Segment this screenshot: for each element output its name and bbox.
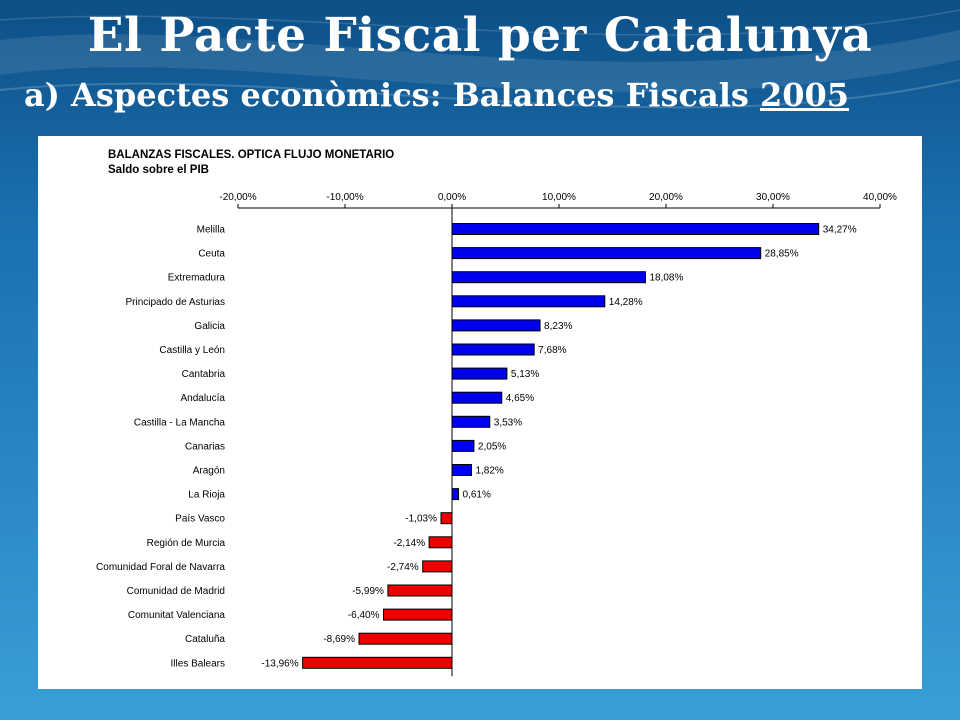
bar — [451, 319, 541, 332]
x-tick-label: 10,00% — [542, 192, 576, 203]
subtitle-year: 2005 — [760, 76, 850, 114]
category-label: Castilla y León — [159, 345, 225, 356]
category-label: Castilla - La Mancha — [134, 417, 226, 428]
value-label: 3,53% — [494, 417, 522, 428]
x-tick-label: -10,00% — [326, 192, 363, 203]
value-label: -2,74% — [387, 562, 419, 573]
value-label: 4,65% — [506, 393, 534, 404]
value-label: 34,27% — [823, 225, 857, 236]
category-label: Cataluña — [185, 634, 225, 645]
category-label: La Rioja — [188, 490, 225, 501]
bar — [451, 223, 820, 235]
bar — [451, 367, 508, 380]
value-label: 7,68% — [538, 345, 566, 356]
bar — [451, 295, 606, 308]
bar — [451, 464, 472, 476]
value-label: 0,61% — [463, 490, 491, 501]
bar — [451, 247, 762, 260]
category-label: Principado de Asturias — [125, 297, 225, 308]
x-tick-label: 40,00% — [863, 192, 897, 203]
x-tick-label: 20,00% — [649, 192, 683, 203]
category-label: Andalucía — [181, 393, 226, 404]
value-label: 2,05% — [478, 441, 506, 452]
slide-title: El Pacte Fiscal per Catalunya — [87, 8, 873, 63]
bar — [451, 343, 535, 356]
bars: Melilla 34,27% Ceuta 28,85% Extremadura 18,08… — [96, 223, 857, 669]
category-label: Galicia — [194, 321, 225, 332]
value-label: 8,23% — [544, 321, 572, 332]
value-label: -8,69% — [323, 634, 355, 645]
chart-panel: BALANZAS FISCALES. OPTICA FLUJO MONETARI… — [38, 136, 922, 689]
value-label: 18,08% — [649, 273, 683, 284]
bar — [422, 560, 453, 573]
subtitle-text: a) Aspectes econòmics: Balances Fiscals — [24, 76, 760, 114]
x-tick-label: -20,00% — [219, 192, 256, 203]
category-label: Cantabria — [182, 369, 226, 380]
value-label: 28,85% — [765, 249, 799, 260]
bar-chart: BALANZAS FISCALES. OPTICA FLUJO MONETARI… — [96, 149, 897, 677]
bar — [358, 632, 453, 645]
bar — [428, 536, 453, 549]
category-label: País Vasco — [175, 514, 225, 525]
bar — [451, 439, 475, 452]
chart-title: BALANZAS FISCALES. OPTICA FLUJO MONETARI… — [108, 149, 394, 161]
value-label: -5,99% — [352, 586, 384, 597]
category-label: Aragón — [193, 466, 225, 477]
bar — [451, 271, 646, 284]
bar — [440, 512, 453, 525]
x-tick-label: 0,00% — [438, 192, 466, 203]
value-label: 5,13% — [511, 369, 539, 380]
slide-subtitle: a) Aspectes econòmics: Balances Fiscals … — [24, 76, 954, 114]
category-label: Extremadura — [168, 273, 226, 284]
category-label: Comunitat Valenciana — [128, 610, 226, 621]
bar — [387, 584, 453, 597]
bar — [451, 415, 491, 428]
category-label: Comunidad de Madrid — [127, 586, 225, 597]
value-label: -2,14% — [393, 538, 425, 549]
value-label: -1,03% — [405, 514, 437, 525]
category-label: Canarias — [185, 441, 225, 452]
category-label: Ceuta — [198, 249, 225, 260]
category-label: Illes Balears — [171, 658, 225, 669]
category-label: Melilla — [197, 225, 226, 236]
bar — [451, 488, 460, 501]
value-label: -13,96% — [261, 658, 298, 669]
x-tick-label: 30,00% — [756, 192, 790, 203]
chart-subtitle: Saldo sobre el PIB — [108, 164, 209, 176]
bar — [451, 391, 503, 404]
value-label: -6,40% — [348, 610, 380, 621]
category-label: Región de Murcia — [147, 538, 226, 549]
value-label: 1,82% — [475, 466, 503, 477]
value-label: 14,28% — [609, 297, 643, 308]
bar — [383, 608, 453, 621]
x-axis: -20,00% -10,00% 0,00% 10,00% 20,00% 30,00% 40,… — [219, 192, 897, 677]
bar — [302, 656, 453, 669]
category-label: Comunidad Foral de Navarra — [96, 562, 225, 573]
